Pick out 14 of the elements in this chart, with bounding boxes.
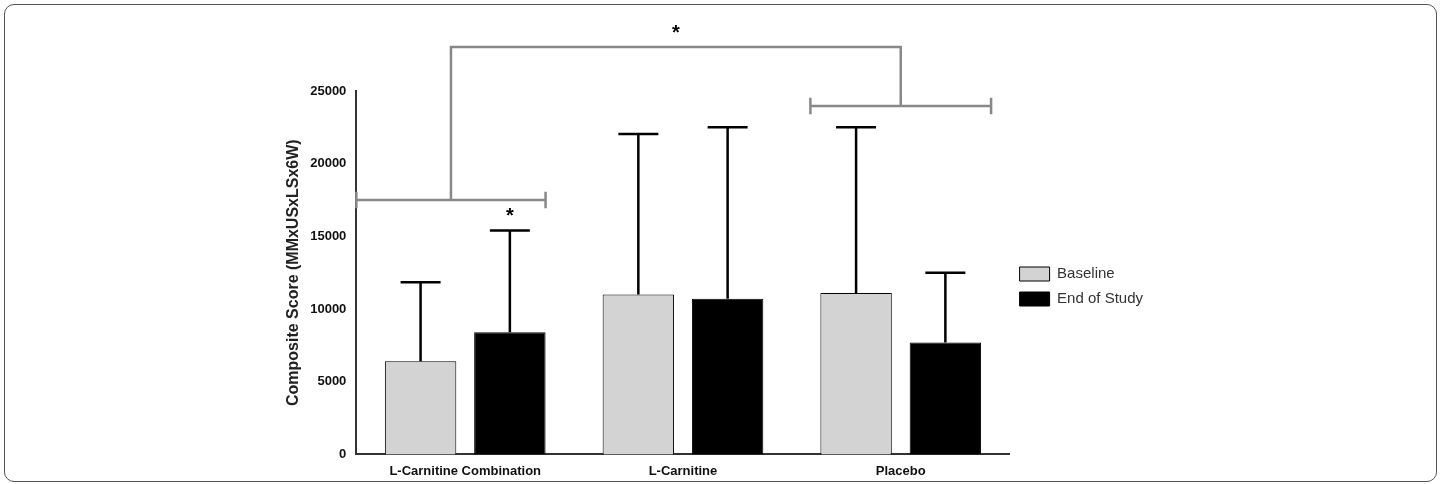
- text: *: [671, 20, 680, 43]
- y-tick-label: 20000: [310, 155, 347, 171]
- x-tick-label: Placebo: [875, 462, 926, 478]
- y-axis-title: Composite Score (MMxUSxLSx6W): [284, 139, 302, 407]
- y-tick-label: 10000: [310, 300, 347, 316]
- y-tick-label: 0: [339, 445, 347, 461]
- y-tick-label: 15000: [310, 227, 347, 243]
- y-tick-label: 5000: [317, 373, 347, 389]
- x-tick-label: L-Carnitine: [648, 462, 718, 478]
- legend-label: Baseline: [1057, 264, 1115, 282]
- annotation: *: [505, 203, 514, 226]
- x-tick-label: L-Carnitine Combination: [389, 462, 542, 478]
- y-tick-label: 25000: [310, 82, 347, 98]
- legend-label: End of Study: [1057, 289, 1144, 307]
